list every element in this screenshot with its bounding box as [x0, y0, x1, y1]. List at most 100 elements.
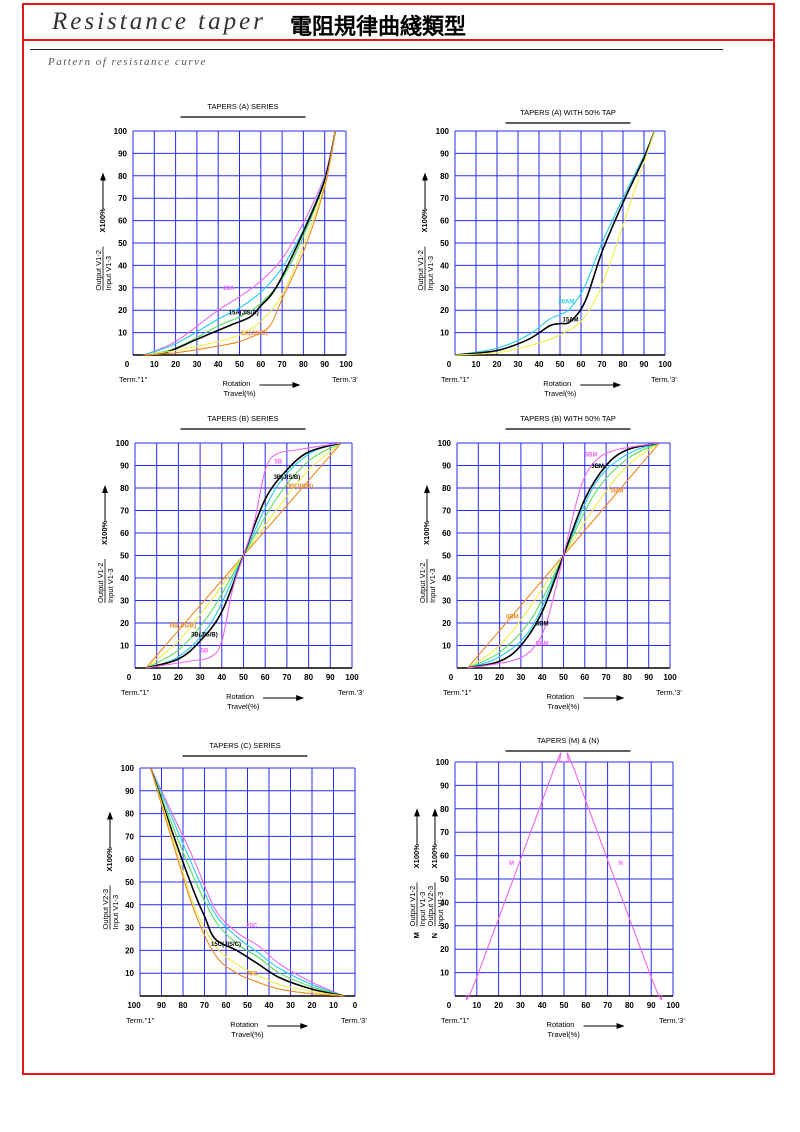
series-label: 0B(JIS/B): [287, 484, 314, 490]
chart-panel-4: TAPERS (B) WITH 50% TAP 10 20 30 40 50 60 70 80 9…: [418, 414, 682, 711]
y-tick-label: 60: [440, 852, 449, 861]
series-line-magenta: [563, 752, 663, 1001]
y-axis-label-output: Output V1-2: [94, 250, 103, 290]
x-tick-label: 80: [625, 1001, 634, 1010]
y-tick-label: 100: [116, 439, 130, 448]
y-tick-label: 10: [440, 329, 449, 338]
x-axis-label: Rotation: [543, 379, 571, 388]
x-tick-label: 40: [535, 360, 544, 369]
x-tick-label: 100: [127, 1001, 141, 1010]
y-tick-label: 100: [438, 439, 452, 448]
x-tick-label: 0: [447, 1001, 452, 1010]
y-tick-label: 10: [440, 969, 449, 978]
y-tick-label: 70: [125, 832, 134, 841]
y-tick-label: 80: [440, 805, 449, 814]
y-tick-label: 90: [442, 462, 451, 471]
series-label: 0B(JIS/B): [169, 624, 196, 630]
chart-panel-5: TAPERS (C) SERIES10203040506070809010010…: [101, 741, 367, 1039]
x-axis-label: Rotation: [222, 379, 250, 388]
chart-panel-3: TAPERS (B) SERIES 10 20 30 40 50 60 70 80 90 100 0 1…: [96, 414, 364, 711]
term-left-label: Term."1": [441, 375, 470, 384]
y-axis-arrowhead: [432, 808, 438, 817]
x-tick-label: 10: [472, 360, 481, 369]
y-tick-label: 90: [125, 787, 134, 796]
series-line-yellow: [150, 767, 345, 997]
x-axis-arrowhead: [613, 382, 622, 388]
y-tick-label: 20: [440, 945, 449, 954]
term-left-label: Term."1": [441, 1016, 470, 1025]
series-line-magenta: [465, 752, 565, 1001]
header-divider: [22, 39, 775, 41]
y-tick-label: 70: [440, 828, 449, 837]
x-tick-label: 80: [623, 673, 632, 682]
x-tick-label: 60: [222, 1001, 231, 1010]
series-line-magenta: [145, 442, 342, 669]
y-axis-unit: X100%: [105, 847, 114, 872]
y-tick-label: 70: [442, 507, 451, 516]
y-tick-label: 80: [118, 172, 127, 181]
x-tick-label: 100: [345, 673, 359, 682]
x-tick-label: 50: [560, 1001, 569, 1010]
term-right-label: Term.'3': [659, 1016, 685, 1025]
series-label: 20A: [223, 286, 235, 292]
term-right-label: Term.'3': [332, 375, 358, 384]
term-left-label: Term."1": [443, 688, 472, 697]
series-label: 5A(JIS/D): [241, 331, 268, 337]
y-tick-label: 50: [442, 552, 451, 561]
y-tick-label: 70: [440, 194, 449, 203]
page-subtitle: Pattern of resistance curve: [48, 56, 207, 68]
y-tick-label: 30: [118, 284, 127, 293]
y-tick-label: 40: [120, 574, 129, 583]
series-label: 05C: [246, 971, 258, 977]
y-tick-label: 60: [125, 855, 134, 864]
x-tick-label: 50: [235, 360, 244, 369]
x-tick-label: 90: [157, 1001, 166, 1010]
chart-panel-1: TAPERS (A) SERIES 10 20 30 40 50 60 70 80 90 100 0 1…: [94, 102, 358, 398]
y-tick-label: 80: [125, 810, 134, 819]
x-tick-label: 0: [125, 360, 130, 369]
x-tick-label: 100: [658, 360, 672, 369]
x-tick-label: 60: [256, 360, 265, 369]
y-axis-unit: X100%: [430, 844, 439, 869]
term-right-label: Term.'3': [651, 375, 677, 384]
x-tick-label: 0: [447, 360, 452, 369]
y-tick-label: 50: [118, 239, 127, 248]
y-axis-label-output: Output V1-2: [416, 250, 425, 290]
x-tick-label: 90: [644, 673, 653, 682]
x-tick-label: 30: [286, 1001, 295, 1010]
x-tick-label: 10: [152, 673, 161, 682]
y-tick-label: 60: [118, 217, 127, 226]
series-line-orange: [143, 130, 336, 356]
series-label: 3B(JIS/B): [274, 475, 301, 481]
x-tick-label: 70: [282, 673, 291, 682]
page-title-english: Resistance taper: [52, 8, 266, 35]
page-frame: [22, 3, 775, 1075]
y-axis-series-letter: M: [412, 932, 421, 938]
x-axis-label: Travel(%): [548, 1030, 581, 1039]
series-label: 5B: [201, 648, 209, 654]
x-tick-label: 90: [326, 673, 335, 682]
series-label: 5BM: [536, 642, 549, 648]
term-right-label: Term.'3': [341, 1016, 367, 1025]
series-line-orange: [150, 767, 345, 997]
series-line-yellow: [454, 130, 656, 356]
y-tick-label: 90: [440, 781, 449, 790]
x-tick-label: 30: [192, 360, 201, 369]
y-tick-label: 50: [440, 875, 449, 884]
y-axis-arrowhead: [107, 811, 113, 820]
y-tick-label: 30: [120, 597, 129, 606]
x-tick-label: 0: [127, 673, 132, 682]
y-axis-label: Output V2-3 Input V1-3 X100%: [101, 811, 120, 930]
x-axis-arrowhead: [300, 1023, 309, 1029]
chart-title: TAPERS (B) WITH 50% TAP: [520, 414, 616, 423]
x-tick-label: 20: [493, 360, 502, 369]
y-axis-unit: X100%: [412, 844, 421, 869]
chart-title: TAPERS (C) SERIES: [209, 741, 281, 750]
chart-panel-2: TAPERS (A) WITH 50% TAP 10 20 30 40 50 60 70 80 9…: [416, 108, 677, 398]
x-axis-label: Rotation: [226, 692, 254, 701]
x-tick-label: 70: [603, 1001, 612, 1010]
y-tick-label: 30: [125, 924, 134, 933]
x-tick-label: 40: [538, 1001, 547, 1010]
y-axis-arrowhead: [422, 172, 428, 181]
y-axis-label-output: Output V1-2: [408, 886, 417, 926]
